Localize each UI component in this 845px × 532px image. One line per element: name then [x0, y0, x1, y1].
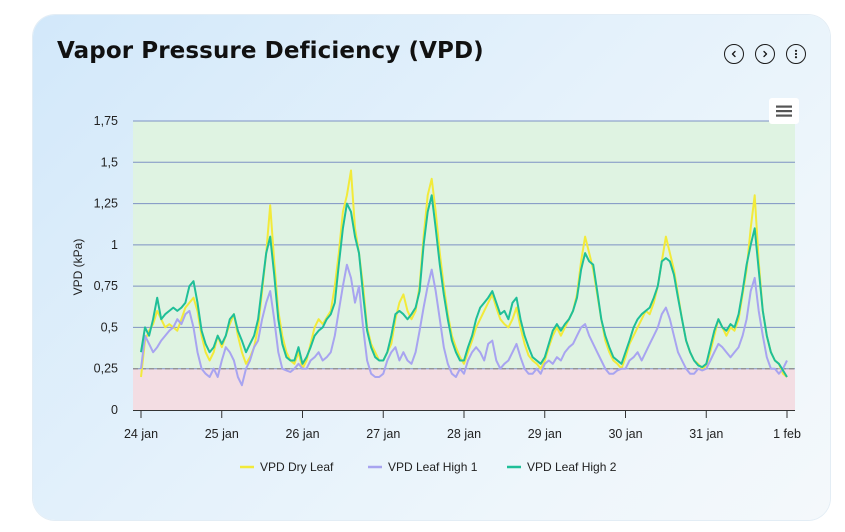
- y-tick-label: 1,75: [94, 114, 118, 128]
- y-tick-label: 0,25: [94, 362, 118, 376]
- x-tick-label: 27 jan: [366, 427, 400, 441]
- y-axis-label: VPD (kPa): [71, 239, 85, 296]
- y-tick-label: 0: [111, 403, 118, 417]
- legend-label: VPD Leaf High 1: [388, 460, 478, 474]
- x-tick-label: 30 jan: [608, 427, 642, 441]
- y-tick-label: 1,25: [94, 197, 118, 211]
- legend-label: VPD Leaf High 2: [527, 460, 617, 474]
- more-options-button[interactable]: [786, 44, 806, 64]
- legend-item-vpd-leaf-high-2[interactable]: VPD Leaf High 2: [507, 460, 617, 474]
- y-tick-label: 1,5: [101, 155, 118, 169]
- series-line-vpd-leaf-high-2[interactable]: [140, 194, 788, 378]
- chevron-right-icon: [763, 50, 768, 58]
- legend-item-vpd-leaf-high-1[interactable]: VPD Leaf High 1: [368, 460, 478, 474]
- kebab-menu-icon: [794, 49, 798, 59]
- x-tick-label: 29 jan: [528, 427, 562, 441]
- x-tick-label: 24 jan: [124, 427, 158, 441]
- y-tick-label: 0,75: [94, 279, 118, 293]
- y-tick-label: 0,5: [101, 320, 118, 334]
- plot-band-0: [133, 368, 795, 410]
- legend-item-vpd-dry-leaf[interactable]: VPD Dry Leaf: [240, 460, 334, 474]
- chevron-left-icon: [731, 50, 736, 58]
- legend-label: VPD Dry Leaf: [260, 460, 334, 474]
- previous-button[interactable]: [724, 44, 744, 64]
- hamburger-menu-icon: [776, 105, 792, 117]
- y-tick-label: 1: [111, 238, 118, 252]
- x-tick-label: 28 jan: [447, 427, 481, 441]
- chart-export-menu-button[interactable]: [769, 98, 799, 124]
- x-tick-label: 25 jan: [205, 427, 239, 441]
- next-button[interactable]: [755, 44, 775, 64]
- x-tick-label: 1 feb: [773, 427, 801, 441]
- series-line-vpd-leaf-high-1[interactable]: [140, 263, 788, 387]
- x-tick-label: 31 jan: [689, 427, 723, 441]
- card-title: Vapor Pressure Deficiency (VPD): [57, 38, 484, 64]
- x-tick-label: 26 jan: [285, 427, 319, 441]
